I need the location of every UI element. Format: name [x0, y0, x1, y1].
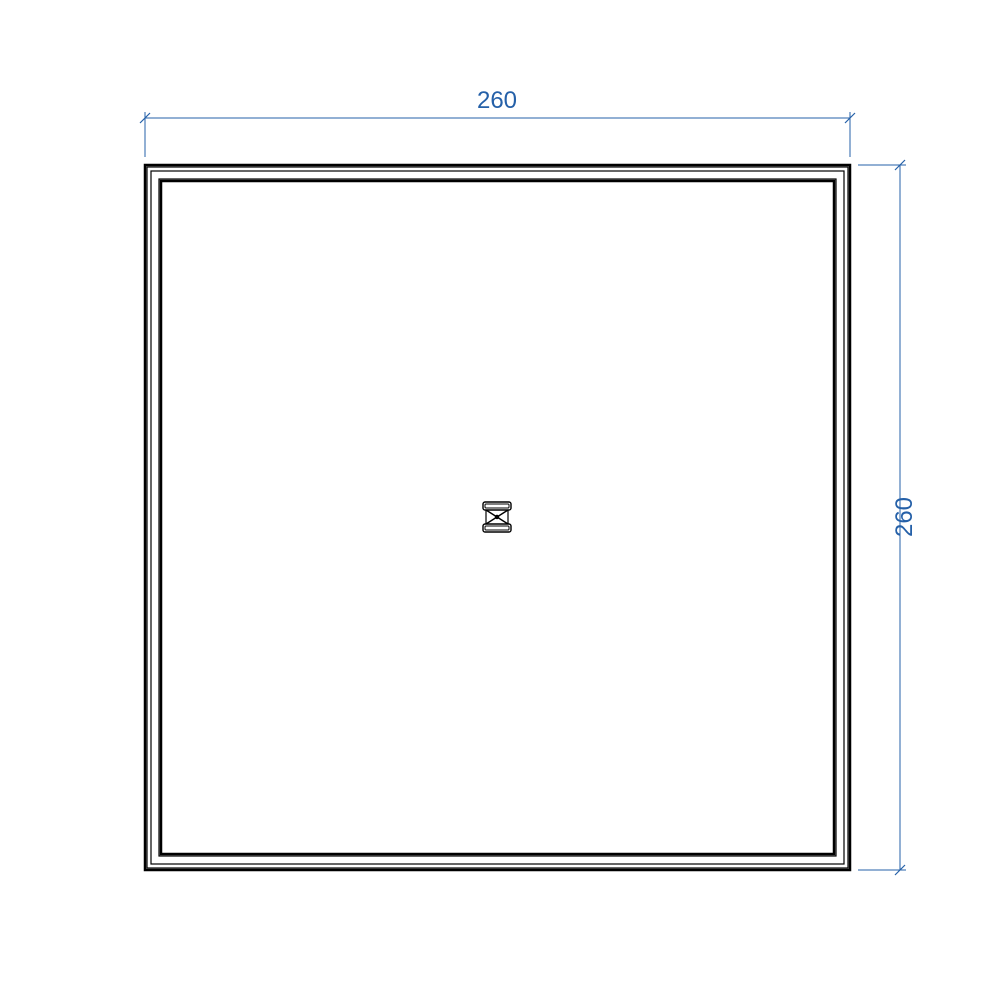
dimension-width: 260 — [145, 87, 850, 157]
technical-drawing: 260 260 — [0, 0, 1000, 1000]
dimension-width-label: 260 — [477, 87, 517, 114]
dimension-height: 260 — [858, 165, 918, 870]
center-clip-icon — [483, 502, 511, 532]
dimension-height-label: 260 — [891, 497, 918, 537]
